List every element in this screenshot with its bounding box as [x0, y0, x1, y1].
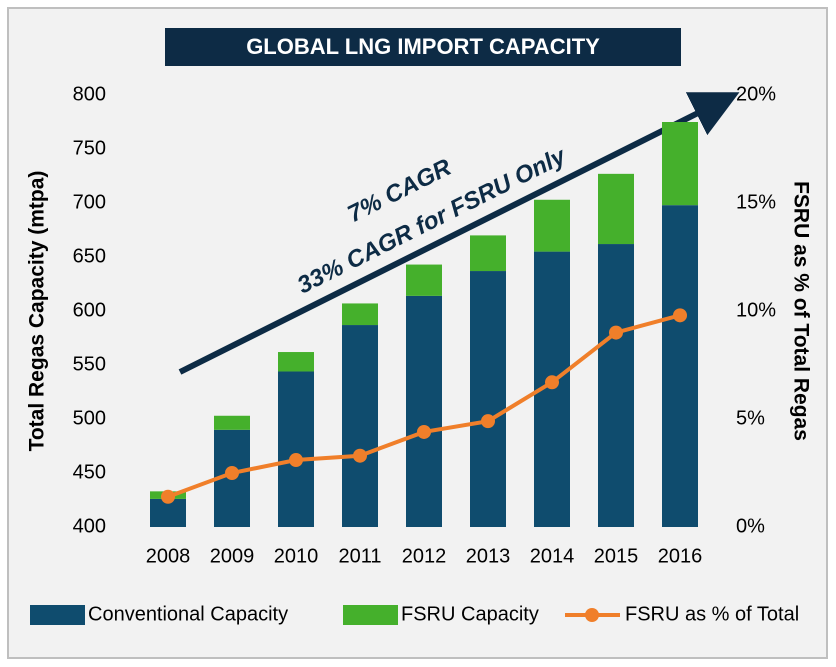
x-tick-label: 2015 — [594, 545, 639, 567]
x-tick-label: 2008 — [146, 545, 191, 567]
y-tick-label: 450 — [73, 461, 106, 483]
line-point — [609, 325, 623, 340]
bar — [470, 271, 506, 527]
x-tick-label: 2010 — [274, 545, 319, 567]
bar — [278, 371, 314, 527]
y2-tick-label: 20% — [736, 83, 776, 105]
y2-tick-label: 10% — [736, 299, 776, 321]
y-tick-label: 750 — [73, 137, 106, 159]
bar — [662, 205, 698, 527]
y-tick-label: 650 — [73, 245, 106, 267]
y2-axis-label: FSRU as % of Total Regas — [789, 181, 812, 441]
x-tick-label: 2012 — [402, 545, 447, 567]
line-point — [545, 375, 559, 390]
bar — [406, 295, 442, 527]
bar — [214, 415, 250, 430]
y2-tick-label: 5% — [736, 407, 765, 429]
bar — [342, 303, 378, 326]
y-axis-label: Total Regas Capacity (mtpa) — [26, 171, 49, 452]
x-tick-label: 2016 — [658, 545, 703, 567]
y-tick-label: 400 — [73, 515, 106, 537]
y-tick-label: 500 — [73, 407, 106, 429]
chart-title: GLOBAL LNG IMPORT CAPACITY — [246, 34, 600, 59]
bar — [470, 235, 506, 272]
y-tick-label: 800 — [73, 83, 106, 105]
x-tick-label: 2009 — [210, 545, 255, 567]
y-tick-label: 700 — [73, 191, 106, 213]
y-tick-label: 600 — [73, 299, 106, 321]
bar — [662, 122, 698, 206]
bar — [598, 173, 634, 245]
legend-swatch — [585, 608, 599, 622]
y2-tick-label: 15% — [736, 191, 776, 213]
line-point — [673, 308, 687, 323]
y-tick-label: 550 — [73, 353, 106, 375]
bar — [278, 352, 314, 372]
x-tick-label: 2013 — [466, 545, 511, 567]
line-point — [289, 453, 303, 468]
title-box — [165, 28, 681, 66]
bar — [534, 199, 570, 252]
legend-label: Conventional Capacity — [88, 603, 288, 625]
line-point — [417, 424, 431, 439]
x-tick-label: 2011 — [338, 545, 381, 567]
line-point — [481, 414, 495, 429]
legend-label: FSRU as % of Total — [625, 603, 799, 625]
bar — [342, 325, 378, 527]
line-point — [225, 466, 239, 480]
trend-arrow — [178, 92, 740, 375]
bar — [598, 244, 634, 528]
legend-swatch — [343, 605, 398, 625]
line-point — [353, 448, 367, 463]
legend-swatch — [30, 605, 85, 625]
x-tick-label: 2014 — [530, 545, 575, 567]
legend-label: FSRU Capacity — [401, 603, 539, 625]
line-point — [161, 489, 175, 504]
bar — [406, 264, 442, 296]
y2-tick-label: 0% — [736, 515, 765, 537]
